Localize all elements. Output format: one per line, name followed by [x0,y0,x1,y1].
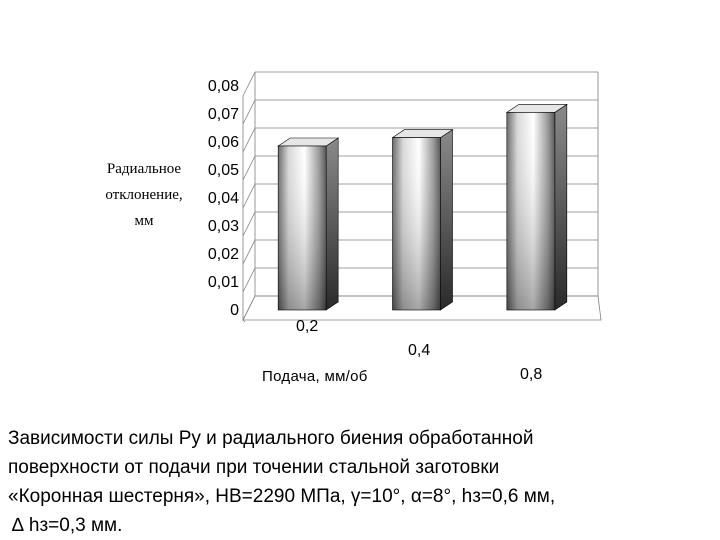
caption-line: «Коронная шестерня», НВ=2290 МПа, γ=10°,… [8,486,556,507]
y-tick-label: 0,05 [208,162,239,179]
y-axis-label: Радиальное отклонение, мм [86,156,202,234]
y-axis-label-line: отклонение, [105,187,183,203]
bar-chart: 0 0,01 0,02 0,03 0,04 0,05 0,06 0,07 0,08 0,2 0,4… [208,71,602,383]
bar [277,137,340,311]
y-axis-label-line: Радиальное [106,161,182,177]
y-tick-label: 0,02 [208,246,239,263]
grid-line-side [242,127,256,153]
y-tick-label: 0,06 [208,134,239,151]
caption-line: Зависимости силы Ру и радиального биения… [8,428,534,449]
grid-line-side [242,155,256,181]
grid-line-side [242,267,256,293]
figure-caption: Зависимости силы Ру и радиального биения… [8,424,714,540]
chart-floor [242,295,602,321]
floor-edge [242,319,246,323]
y-tick-label: 0,08 [208,78,239,95]
grid-line-side [242,183,256,209]
y-axis-label-line: мм [134,213,154,229]
grid-line-side [242,99,256,125]
y-tick-label: 0,07 [208,106,239,123]
caption-line: поверхности от подачи при точении стальн… [8,457,500,478]
x-tick-labels: 0,2 0,4 0,8 [296,318,542,383]
grid-line-side [242,211,256,237]
y-tick-labels: 0 0,01 0,02 0,03 0,04 0,05 0,06 0,07 0,08 [208,78,239,319]
y-tick-label: 0,01 [208,274,239,291]
y-tick-label: 0,03 [208,218,239,235]
y-tick-label: 0 [230,302,239,319]
x-tick-label: 0,2 [296,318,318,335]
grid-line-side [242,71,256,97]
bars [277,103,568,311]
x-tick-label: 0,8 [520,366,542,383]
bar [391,129,454,311]
bar [505,103,568,311]
x-tick-label: 0,4 [408,342,430,359]
grid-line-side [242,239,256,265]
caption-line: ∆ hз=0,3 мм. [12,515,123,536]
y-tick-label: 0,04 [208,190,239,207]
x-axis-label: Подача, мм/об [262,368,368,385]
